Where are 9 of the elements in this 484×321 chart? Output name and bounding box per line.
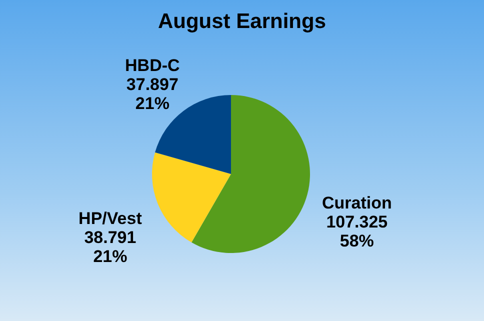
- slice-label: Curation: [322, 194, 392, 213]
- pie-slice: [152, 152, 231, 242]
- slice-label: HBD-C: [125, 56, 180, 75]
- pie-slice: [192, 95, 310, 253]
- data-label: 107.325 58%: [326, 212, 388, 251]
- chart-title: August Earnings: [158, 10, 326, 33]
- slice-label: HP/Vest: [78, 209, 142, 228]
- data-label: 37.897 21%: [126, 74, 178, 113]
- data-label: 38.791 21%: [84, 228, 136, 266]
